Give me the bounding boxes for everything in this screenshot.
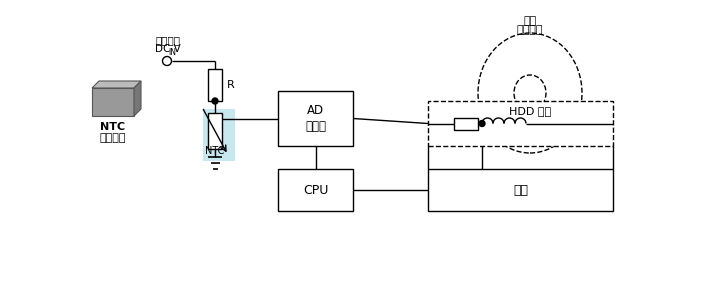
Text: 热敏电阻: 热敏电阻 [100,133,126,143]
Text: DC V: DC V [155,44,181,54]
Text: 接口: 接口 [513,184,528,197]
Bar [428,169,613,211]
Text: IN: IN [168,48,176,57]
Circle shape [479,120,485,126]
Bar [428,101,613,146]
Polygon shape [134,81,141,116]
Bar [203,109,235,161]
Bar [208,69,222,101]
Circle shape [212,98,218,104]
Text: 输入电压: 输入电压 [155,35,180,45]
Text: HDD 磁头: HDD 磁头 [510,106,552,116]
Text: CPU: CPU [303,184,328,197]
Text: （磁盘）: （磁盘） [517,25,543,35]
Polygon shape [92,88,134,116]
Text: AD
转换器: AD 转换器 [305,104,326,132]
Text: R: R [227,80,235,90]
Text: NTC: NTC [100,122,125,132]
Text: 盘片: 盘片 [524,16,537,26]
Text: NTC: NTC [205,146,224,156]
Bar [208,113,222,149]
Polygon shape [92,81,141,88]
Bar [278,169,353,211]
Bar [454,117,478,129]
Bar [278,91,353,146]
